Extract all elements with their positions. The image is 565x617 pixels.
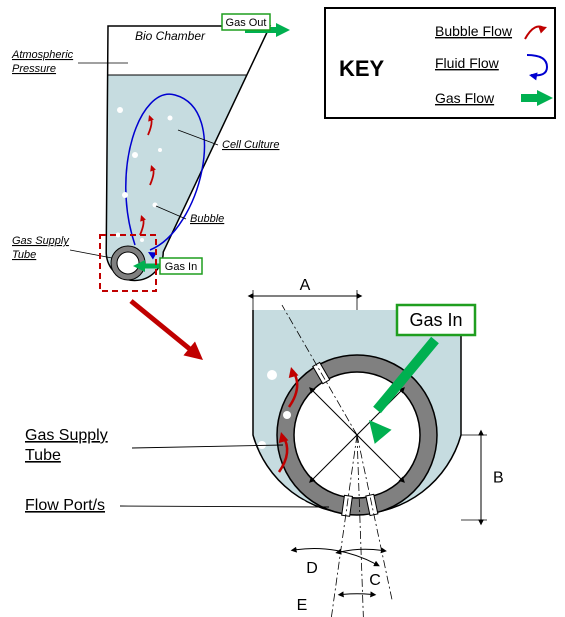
label-gas-in-detail: Gas In — [409, 310, 462, 330]
label-atm-pressure: Atmospheric — [11, 49, 74, 61]
dim-label-D: D — [306, 560, 318, 577]
label-gas-supply-tube-top: Gas Supply — [12, 235, 70, 247]
detail-diagram: Gas In A B C D E Gas Supply Tube Flow Port/s — [25, 277, 504, 617]
label-cell-culture: Cell Culture — [222, 139, 279, 151]
svg-text:Tube: Tube — [25, 447, 61, 464]
dim-label-C: C — [369, 572, 381, 589]
label-gas-out: Gas Out — [226, 17, 267, 29]
label-bubble: Bubble — [190, 213, 224, 225]
label-flow-ports: Flow Port/s — [25, 497, 105, 514]
svg-text:Tube: Tube — [12, 249, 36, 261]
label-bio-chamber: Bio Chamber — [135, 29, 206, 43]
dim-label-A: A — [300, 277, 311, 294]
dim-label-E: E — [297, 597, 308, 614]
overview-diagram: Gas Out Bio Chamber Atmospheric Pressure Cel… — [11, 14, 290, 360]
legend-item-label: Gas Flow — [435, 90, 495, 106]
dim-label-B: B — [493, 470, 504, 487]
svg-text:Pressure: Pressure — [12, 63, 56, 75]
dim-E — [343, 594, 371, 595]
legend-box: KEY Bubble Flow Fluid Flow Gas Flow — [325, 8, 555, 118]
legend-title: KEY — [339, 56, 385, 81]
label-gas-supply-tube-detail: Gas Supply — [25, 427, 108, 444]
legend-item-label: Bubble Flow — [435, 23, 513, 39]
label-gas-in-top: Gas In — [165, 261, 197, 273]
legend-item-label: Fluid Flow — [435, 55, 500, 71]
